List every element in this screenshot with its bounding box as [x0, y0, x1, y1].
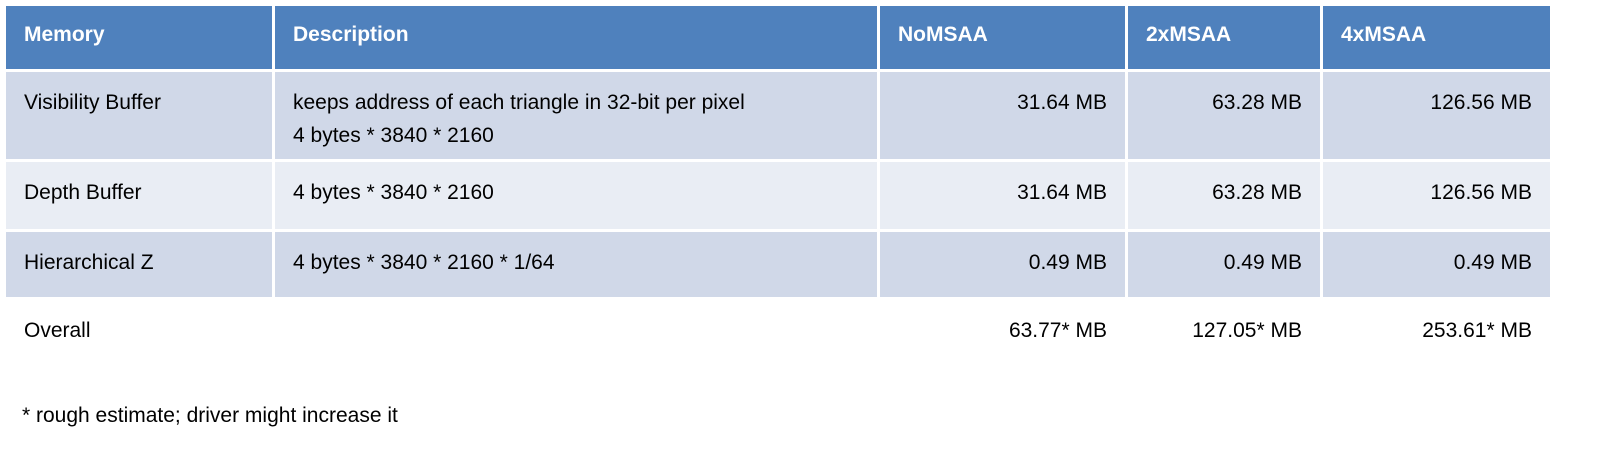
cell-text: 127.05* MB [1192, 319, 1302, 342]
cell-text: 0.49 MB [1028, 251, 1107, 274]
cell-text: 126.56 MB [1430, 181, 1532, 204]
cell-text: 63.28 MB [1212, 181, 1302, 204]
table-cell: Hierarchical Z [6, 232, 272, 297]
table-cell: 4 bytes * 3840 * 2160 [275, 162, 877, 229]
table-cell [275, 300, 877, 359]
table-cell: 0.49 MB [1323, 232, 1550, 297]
table-cell: 126.56 MB [1323, 162, 1550, 229]
table-cell: 0.49 MB [1128, 232, 1320, 297]
cell-text: Hierarchical Z [24, 251, 154, 274]
cell-text: Visibility Buffer [24, 91, 161, 114]
header-cell: Memory [6, 6, 272, 69]
cell-text: Description [293, 23, 409, 46]
table-cell: 0.49 MB [880, 232, 1125, 297]
cell-text: 4 bytes * 3840 * 2160 [293, 124, 494, 147]
header-cell: Description [275, 6, 877, 69]
cell-text: 4 bytes * 3840 * 2160 * 1/64 [293, 251, 555, 274]
table-cell: 63.28 MB [1128, 72, 1320, 159]
table-cell: 63.28 MB [1128, 162, 1320, 229]
cell-text: 0.49 MB [1223, 251, 1302, 274]
table-cell: 31.64 MB [880, 162, 1125, 229]
table-cell: 63.77* MB [880, 300, 1125, 359]
table-cell: 4 bytes * 3840 * 2160 * 1/64 [275, 232, 877, 297]
cell-text: 2xMSAA [1146, 23, 1232, 46]
cell-text: 4xMSAA [1341, 23, 1427, 46]
cell-text: NoMSAA [898, 23, 988, 46]
header-cell: NoMSAA [880, 6, 1125, 69]
table-cell: 127.05* MB [1128, 300, 1320, 359]
table-cell: Overall [6, 300, 272, 359]
cell-text: 63.77* MB [1008, 319, 1107, 342]
table-cell: Depth Buffer [6, 162, 272, 229]
header-cell: 2xMSAA [1128, 6, 1320, 69]
cell-text: Overall [24, 319, 91, 342]
cell-text: 63.28 MB [1212, 91, 1302, 114]
table-cell: 253.61* MB [1323, 300, 1550, 359]
table-cell: keeps address of each triangle in 32-bit… [275, 72, 877, 159]
cell-text: 253.61* MB [1422, 319, 1532, 342]
cell-text: 4 bytes * 3840 * 2160 [293, 181, 494, 204]
cell-text: Depth Buffer [24, 181, 142, 204]
cell-text: 0.49 MB [1453, 251, 1532, 274]
cell-text: keeps address of each triangle in 32-bit… [293, 91, 745, 114]
cell-text: 31.64 MB [1017, 91, 1107, 114]
cell-text: 31.64 MB [1017, 181, 1107, 204]
footnote: * rough estimate; driver might increase … [22, 404, 398, 427]
cell-text: 126.56 MB [1430, 91, 1532, 114]
header-cell: 4xMSAA [1323, 6, 1550, 69]
table-cell: Visibility Buffer [6, 72, 272, 159]
table-cell: 126.56 MB [1323, 72, 1550, 159]
table-cell: 31.64 MB [880, 72, 1125, 159]
cell-text: Memory [24, 23, 105, 46]
